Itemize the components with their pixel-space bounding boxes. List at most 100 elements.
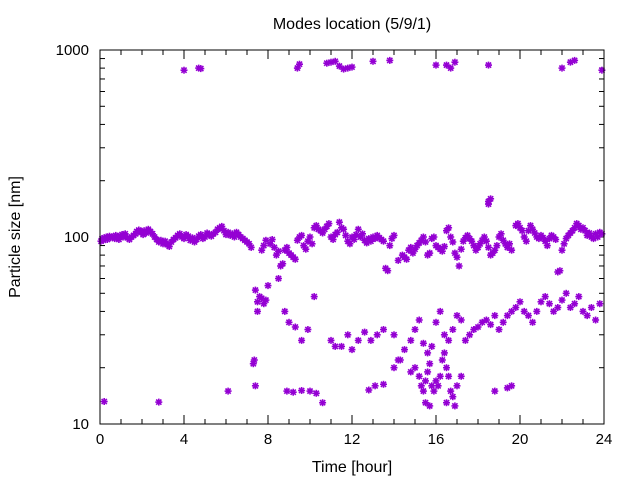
data-point xyxy=(390,331,398,339)
data-point xyxy=(419,339,427,347)
data-point xyxy=(359,230,366,238)
data-point xyxy=(296,60,303,68)
data-point xyxy=(380,380,387,388)
data-point xyxy=(453,253,461,261)
data-point xyxy=(596,300,604,308)
data-point xyxy=(224,387,232,395)
data-point xyxy=(390,231,398,239)
data-point xyxy=(264,282,272,290)
data-point xyxy=(281,307,289,315)
data-point xyxy=(319,229,327,237)
data-point xyxy=(335,218,343,226)
data-point xyxy=(443,399,450,407)
data-point xyxy=(365,386,373,394)
data-point xyxy=(155,398,163,406)
data-point xyxy=(348,346,356,354)
data-point xyxy=(445,336,453,344)
data-point xyxy=(592,316,600,324)
data-point xyxy=(485,197,492,205)
data-point xyxy=(268,236,276,243)
data-point xyxy=(424,349,432,357)
data-point xyxy=(361,328,369,336)
data-point xyxy=(426,402,434,410)
data-point xyxy=(291,323,299,331)
data-point xyxy=(197,65,205,73)
data-point xyxy=(543,242,551,250)
data-point xyxy=(354,336,362,344)
data-point xyxy=(275,247,282,255)
data-point xyxy=(438,356,446,364)
data-point xyxy=(443,61,450,69)
data-point xyxy=(348,63,356,71)
data-point xyxy=(285,318,293,326)
data-point xyxy=(493,242,501,250)
x-tick-label: 8 xyxy=(264,431,272,448)
data-point xyxy=(386,56,394,64)
y-tick-label: 10 xyxy=(72,416,89,433)
data-point xyxy=(451,58,459,66)
data-point xyxy=(384,267,392,275)
data-point xyxy=(415,316,423,324)
data-point xyxy=(485,61,492,69)
data-point xyxy=(354,225,362,233)
x-tick-label: 16 xyxy=(428,431,445,448)
data-point xyxy=(367,336,375,344)
data-point xyxy=(306,233,314,241)
data-point xyxy=(283,243,291,251)
data-point xyxy=(407,336,415,344)
data-point xyxy=(558,64,566,72)
x-tick-label: 24 xyxy=(596,431,613,448)
x-axis-label: Time [hour] xyxy=(312,459,392,476)
data-point xyxy=(424,368,432,376)
data-point xyxy=(279,260,287,268)
data-point xyxy=(485,243,492,251)
data-point xyxy=(298,336,306,344)
data-point xyxy=(436,372,444,380)
data-point xyxy=(340,225,348,233)
data-point xyxy=(419,387,427,395)
data-point xyxy=(583,312,591,320)
data-point xyxy=(533,307,541,315)
data-point xyxy=(308,240,316,248)
data-point xyxy=(283,387,291,395)
data-point xyxy=(587,304,595,311)
data-point xyxy=(298,231,306,239)
y-tick-label: 1000 xyxy=(56,42,89,59)
data-point xyxy=(474,323,482,331)
data-point xyxy=(302,245,310,253)
data-point xyxy=(466,331,474,339)
tick-labels: 0 4 8 12 16 20 24 10 100 1000 xyxy=(56,42,613,448)
data-point xyxy=(275,275,282,282)
y-tick-label: 100 xyxy=(64,229,89,246)
data-point xyxy=(100,398,108,405)
data-point xyxy=(306,387,314,395)
data-point xyxy=(449,393,457,401)
data-point xyxy=(254,307,261,315)
data-point xyxy=(491,387,499,395)
chart-title: Modes location (5/9/1) xyxy=(273,16,431,33)
data-point xyxy=(260,242,268,250)
data-point xyxy=(396,356,404,364)
data-point xyxy=(451,402,459,410)
x-tick-label: 12 xyxy=(344,431,361,448)
data-point xyxy=(457,245,465,253)
data-point xyxy=(440,349,448,357)
data-point xyxy=(331,57,339,65)
data-point xyxy=(407,368,415,376)
data-point xyxy=(430,233,438,241)
data-point xyxy=(497,230,505,238)
data-point xyxy=(449,326,457,333)
data-point xyxy=(373,331,381,339)
data-point xyxy=(487,321,495,329)
data-point xyxy=(491,312,499,320)
y-axis-label: Particle size [nm] xyxy=(7,176,24,298)
data-point xyxy=(512,304,520,311)
data-point xyxy=(262,296,270,304)
data-point xyxy=(291,255,299,263)
data-point xyxy=(445,224,453,232)
data-point xyxy=(453,382,461,390)
data-point xyxy=(327,336,335,344)
data-point xyxy=(495,326,503,333)
data-point xyxy=(440,243,448,250)
data-point xyxy=(333,228,341,236)
